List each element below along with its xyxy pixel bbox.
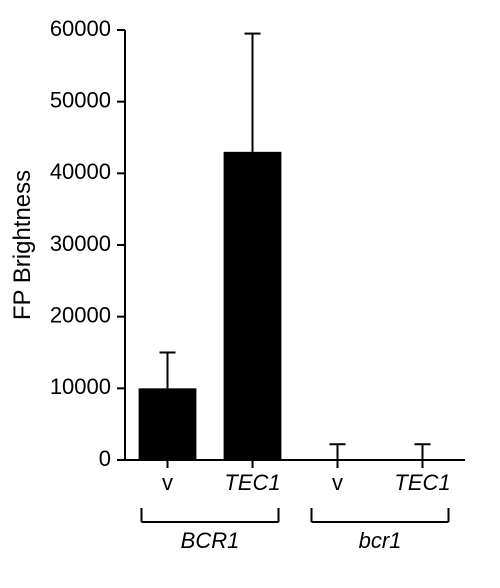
x-tick-label: v (162, 470, 173, 495)
group-label: bcr1 (359, 528, 402, 553)
y-tick-label: 0 (99, 446, 111, 471)
x-tick-label: v (332, 470, 343, 495)
x-tick-label: TEC1 (394, 470, 450, 495)
bar (139, 388, 197, 460)
y-tick-label: 10000 (50, 374, 111, 399)
fp-brightness-bar-chart: 0 10000 20000 30000 40000 50000 60000 FP Bright… (0, 0, 500, 588)
y-tick-label: 20000 (50, 302, 111, 327)
y-tick-label: 60000 (50, 16, 111, 41)
group-label: BCR1 (181, 528, 240, 553)
y-tick-label: 40000 (50, 159, 111, 184)
x-tick-label: TEC1 (224, 470, 280, 495)
y-axis-label: FP Brightness (9, 170, 36, 320)
y-tick-label: 50000 (50, 87, 111, 112)
bar (224, 152, 282, 460)
y-tick-label: 30000 (50, 231, 111, 256)
